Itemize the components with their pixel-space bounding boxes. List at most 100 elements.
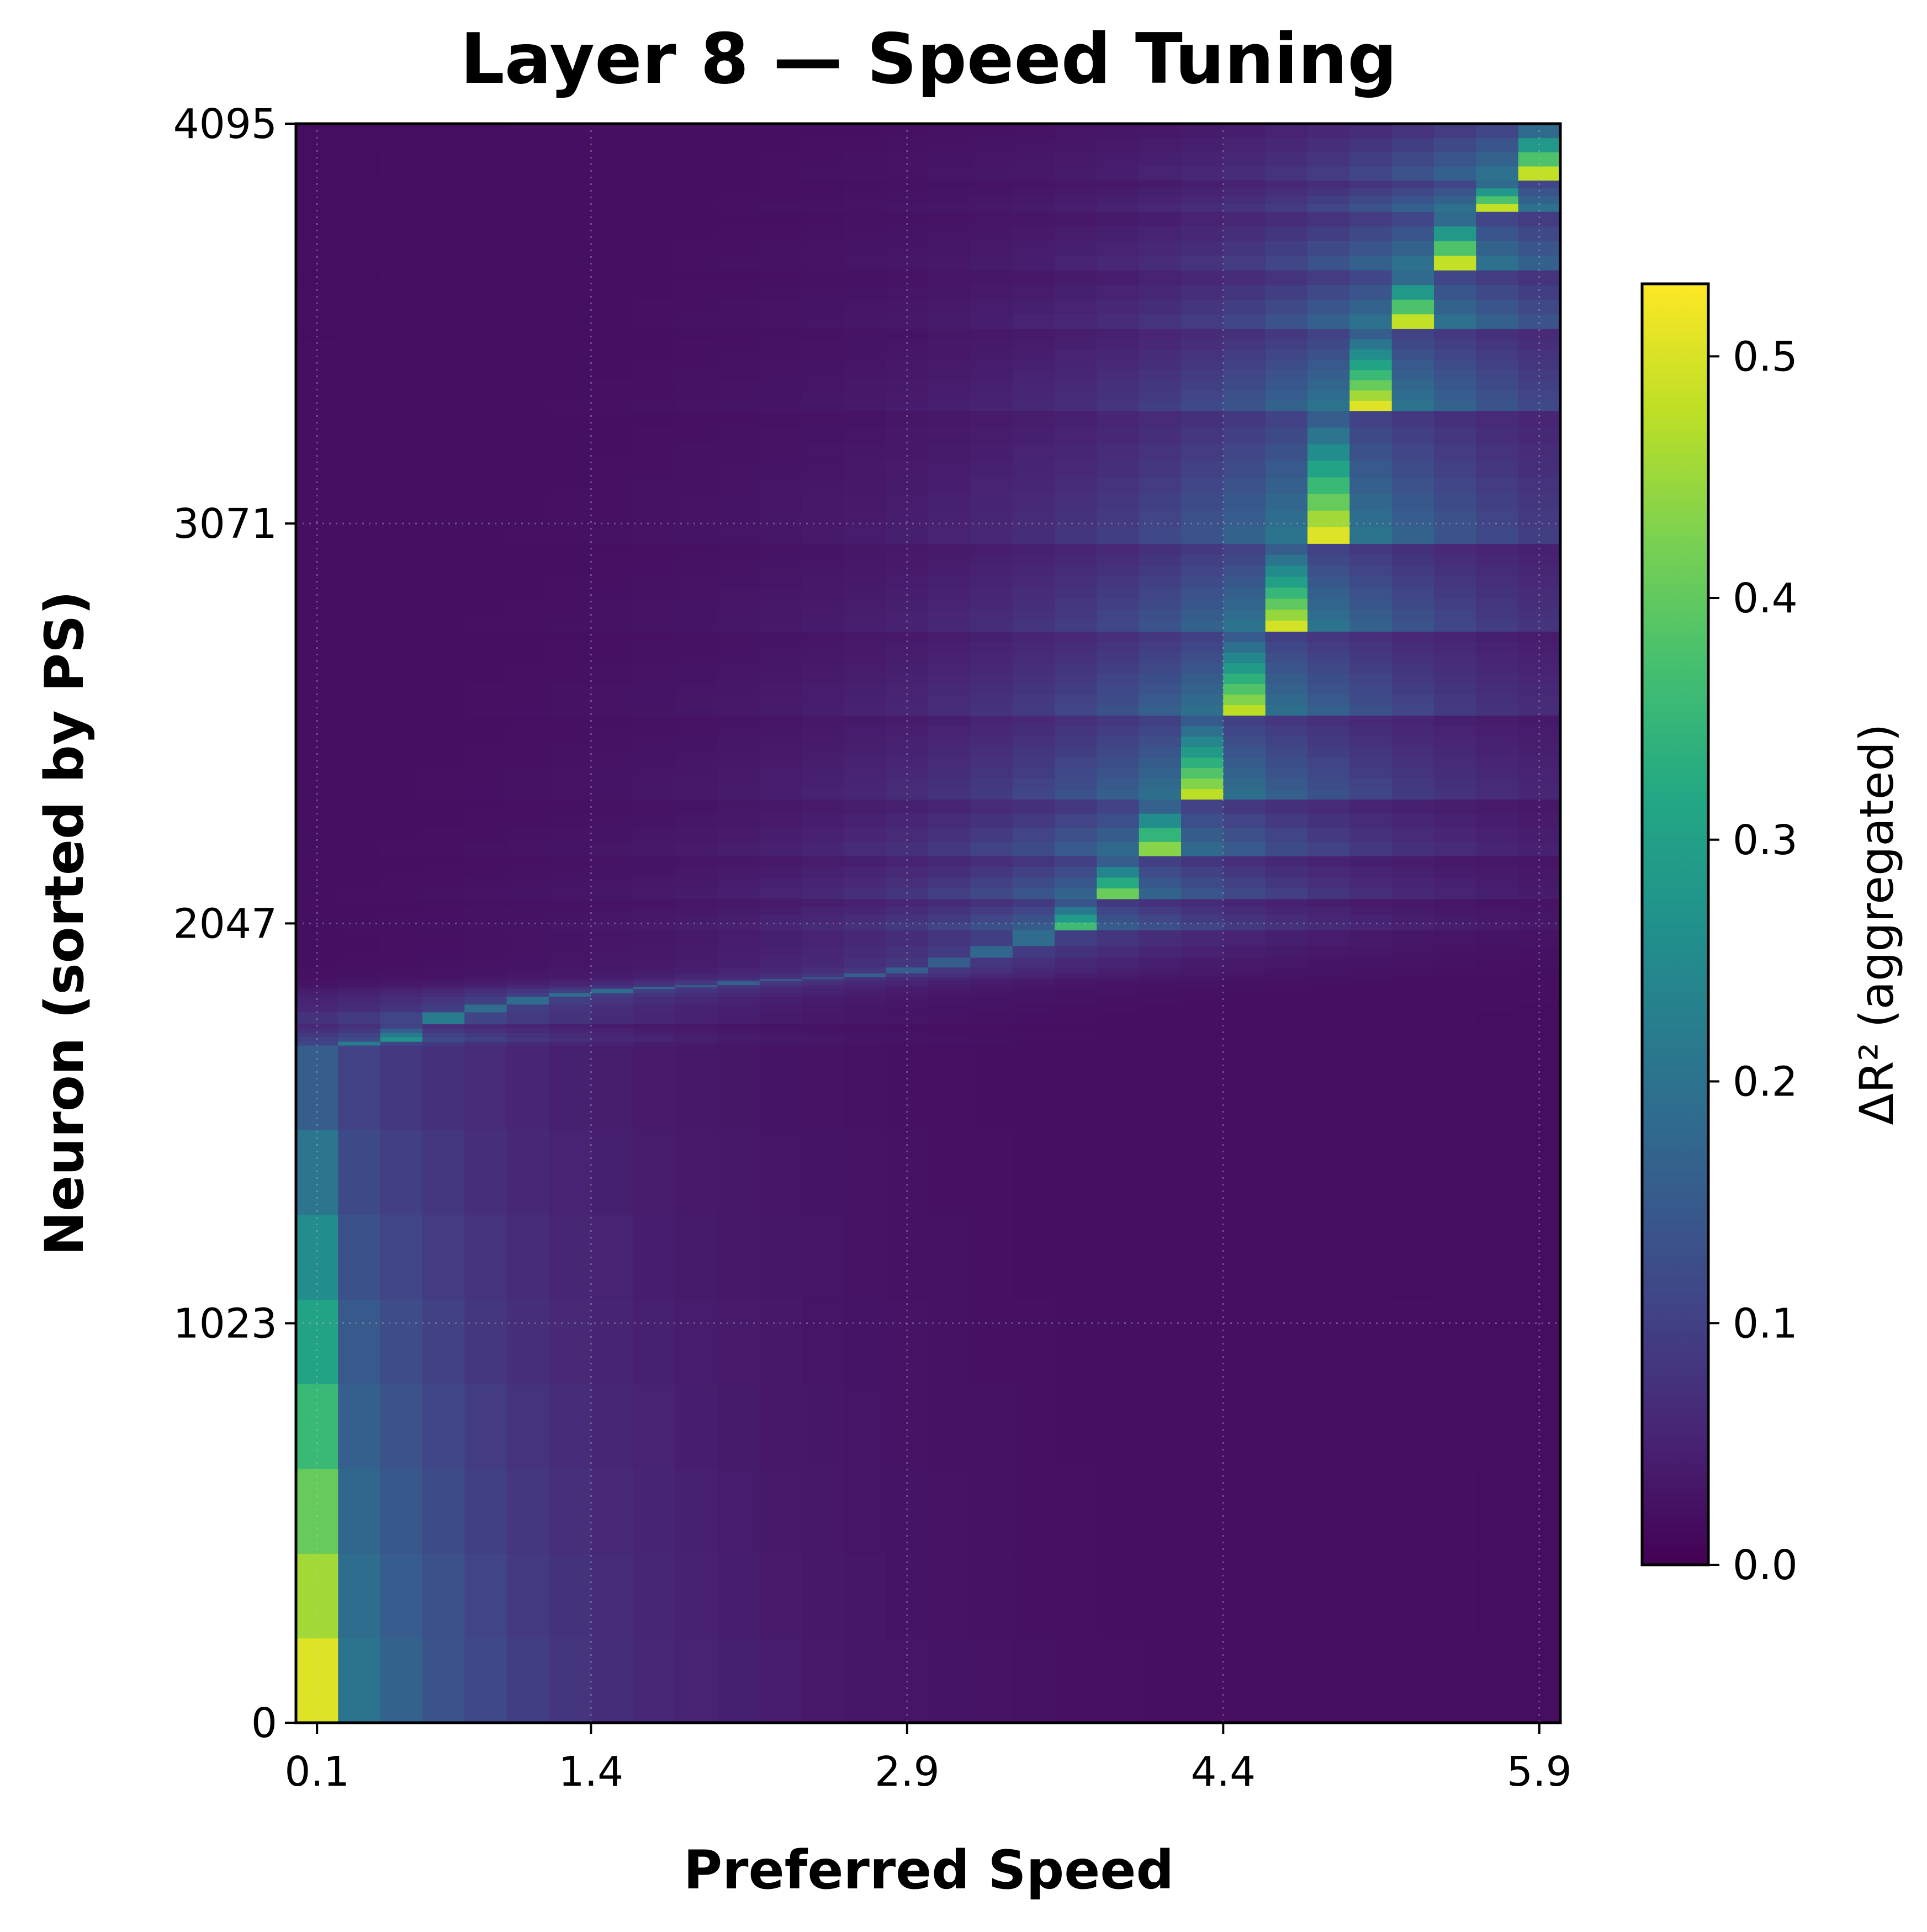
heatmap-cell (1181, 736, 1224, 747)
y-tick-label: 1023 (173, 1300, 277, 1348)
heatmap-cell (1307, 565, 1350, 577)
heatmap-cell (1476, 400, 1519, 411)
heatmap-cell (886, 443, 929, 461)
heatmap-cell (1097, 543, 1140, 555)
heatmap-cell (380, 705, 423, 716)
heatmap-cell (549, 1024, 591, 1029)
heatmap-cell (1012, 576, 1055, 588)
heatmap-cell (844, 922, 887, 930)
heatmap-cell (549, 255, 591, 271)
heatmap-cell (1349, 898, 1393, 907)
heatmap-cell (633, 565, 676, 577)
heatmap-cell (591, 898, 634, 907)
heatmap-cell (633, 1033, 676, 1038)
heatmap-cell (1391, 349, 1434, 360)
heatmap-cell (591, 211, 634, 227)
heatmap-cell (1476, 788, 1519, 800)
heatmap-cell (506, 788, 549, 800)
heatmap-cell (422, 898, 465, 907)
heatmap-cell (928, 620, 971, 632)
heatmap-cell (970, 767, 1013, 779)
heatmap-cell (844, 1638, 887, 1723)
heatmap-cell (1434, 443, 1476, 461)
heatmap-cell (844, 1004, 887, 1013)
heatmap-cell (1307, 981, 1350, 985)
heatmap-cell (1391, 986, 1434, 989)
heatmap-cell (1055, 799, 1097, 814)
heatmap-cell (844, 1384, 887, 1469)
heatmap-cell (464, 736, 507, 747)
heatmap-cell (506, 945, 549, 958)
heatmap-cell (1349, 284, 1393, 300)
heatmap-cell (464, 598, 507, 610)
heatmap-cell (675, 866, 718, 878)
heatmap-cell (1055, 642, 1097, 653)
heatmap-cell (802, 166, 844, 181)
heatmap-cell (1012, 380, 1055, 391)
heatmap-cell (338, 757, 381, 768)
heatmap-cell (506, 443, 549, 461)
heatmap-cell (1434, 642, 1476, 653)
heatmap-cell (338, 180, 381, 189)
heatmap-cell (1307, 945, 1350, 958)
heatmap-cell (970, 137, 1013, 152)
heatmap-cell (1223, 757, 1266, 768)
heatmap-cell (633, 1130, 676, 1215)
heatmap-cell (1518, 813, 1561, 828)
heatmap-cell (844, 195, 887, 204)
heatmap-cell (1139, 576, 1182, 588)
heatmap-cell (1391, 705, 1434, 716)
heatmap-cell (1307, 973, 1350, 977)
heatmap-cell (1265, 967, 1308, 973)
heatmap-cell (759, 1553, 802, 1639)
heatmap-cell (675, 841, 718, 856)
heatmap-cell (1349, 195, 1393, 204)
heatmap-cell (1139, 930, 1182, 946)
heatmap-cell (1265, 898, 1308, 907)
heatmap-cell (928, 1214, 971, 1300)
heatmap-cell (338, 841, 381, 856)
heatmap-cell (380, 1004, 423, 1013)
heatmap-cell (1434, 226, 1476, 241)
heatmap-cell (928, 180, 971, 189)
heatmap-cell (549, 390, 591, 401)
heatmap-cell (380, 1130, 423, 1215)
heatmap-cell (506, 241, 549, 256)
heatmap-cell (1055, 494, 1097, 511)
heatmap-cell (1307, 705, 1350, 716)
heatmap-cell (1391, 984, 1434, 987)
heatmap-cell (1055, 400, 1097, 411)
heatmap-cell (591, 576, 634, 588)
heatmap-cell (633, 510, 676, 527)
heatmap-cell (1476, 1024, 1519, 1029)
heatmap-cell (928, 914, 971, 923)
heatmap-cell (633, 124, 676, 139)
heatmap-cell (886, 329, 929, 340)
heatmap-cell (675, 984, 718, 987)
heatmap-cell (296, 1037, 338, 1042)
heatmap-cell (1307, 1299, 1350, 1385)
heatmap-cell (549, 1045, 591, 1130)
heatmap-cell (296, 684, 338, 695)
heatmap-cell (1181, 427, 1224, 444)
heatmap-cell (591, 866, 634, 878)
heatmap-cell (844, 494, 887, 511)
heatmap-cell (338, 1553, 381, 1639)
heatmap-cell (759, 988, 802, 993)
heatmap-cell (338, 866, 381, 878)
heatmap-cell (1097, 211, 1140, 227)
heatmap-cell (464, 620, 507, 632)
heatmap-cell (844, 1130, 887, 1215)
heatmap-cell (422, 1028, 465, 1033)
heatmap-cell (802, 598, 844, 610)
heatmap-cell (1097, 642, 1140, 653)
heatmap-cell (1223, 986, 1266, 989)
heatmap-cell (928, 856, 971, 867)
heatmap-cell (844, 866, 887, 878)
heatmap-cell (1223, 576, 1266, 588)
heatmap-cell (928, 204, 971, 212)
heatmap-cell (1349, 642, 1393, 653)
heatmap-cell (886, 152, 929, 167)
heatmap-cell (1097, 369, 1140, 380)
heatmap-cell (422, 1299, 465, 1385)
